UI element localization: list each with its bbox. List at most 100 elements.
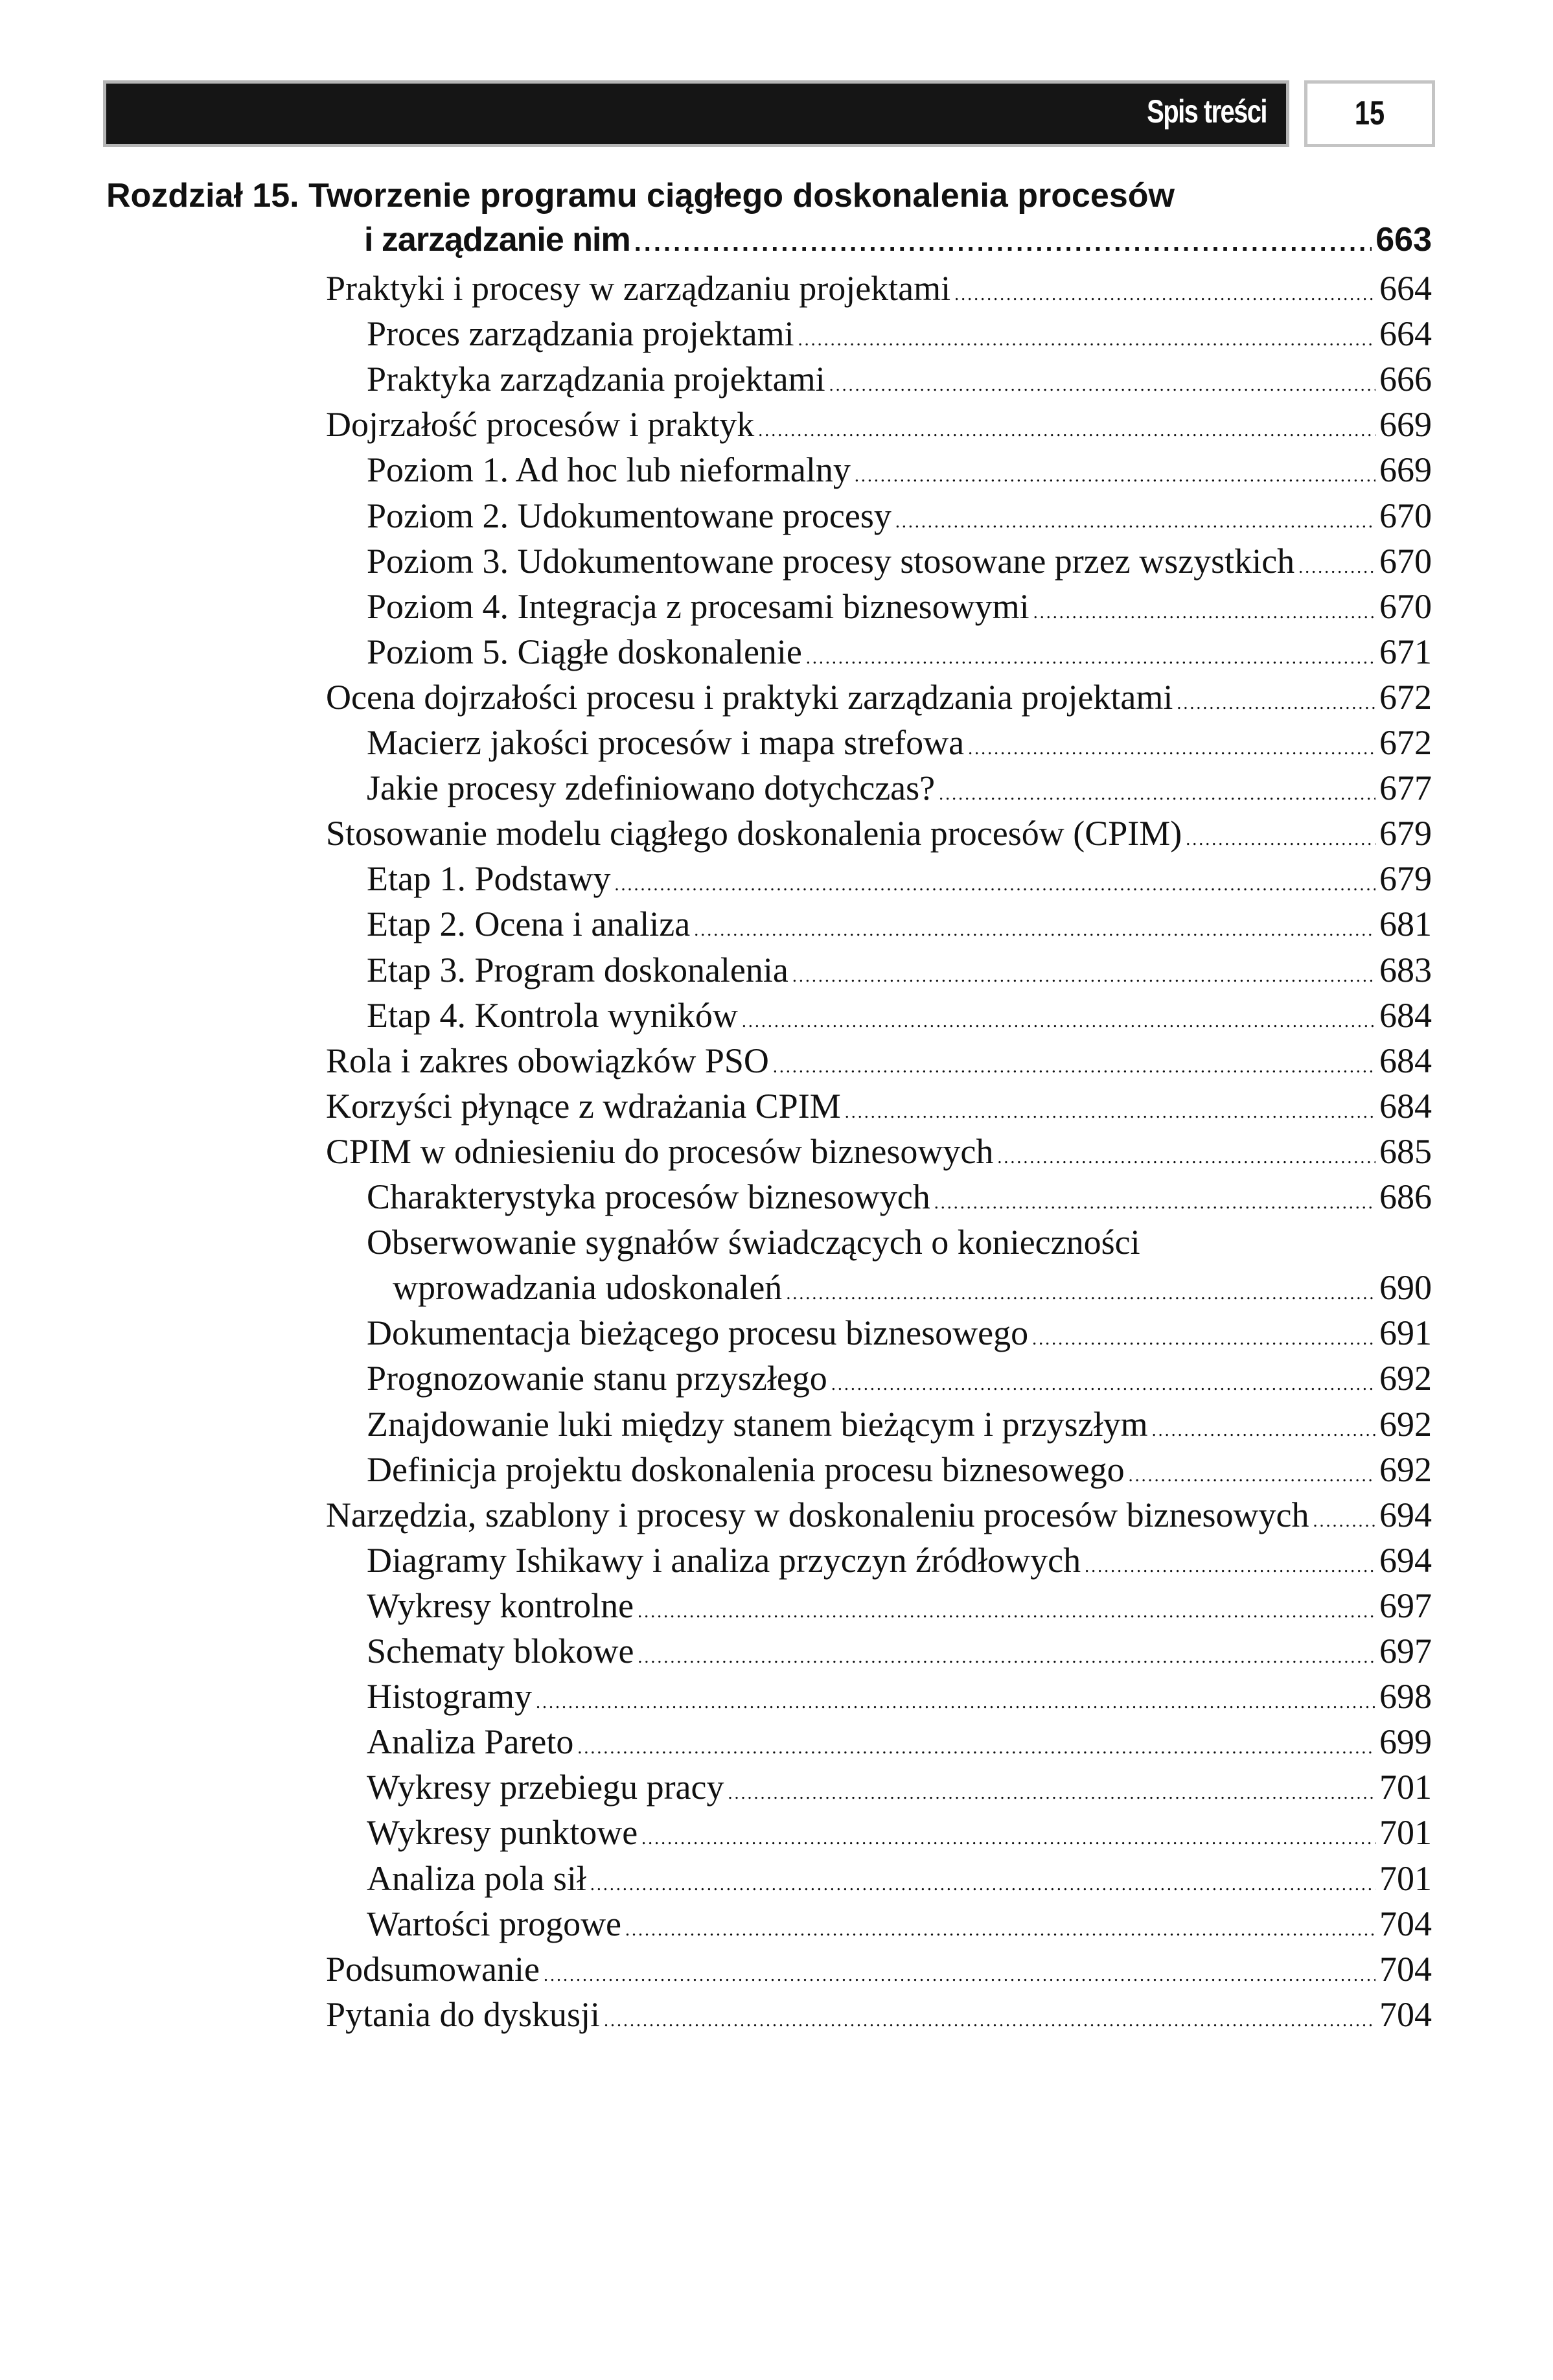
toc-entry[interactable]: Diagramy Ishikawy i analiza przyczyn źró… [367, 1538, 1432, 1583]
toc-entry[interactable]: Jakie procesy zdefiniowano dotychczas? 67… [367, 765, 1432, 811]
toc-entry[interactable]: Wykresy kontrolne 697 [367, 1583, 1432, 1628]
toc-entry[interactable]: Wykresy punktowe 701 [367, 1810, 1432, 1855]
toc-entry[interactable]: Macierz jakości procesów i mapa strefowa… [367, 720, 1432, 765]
toc-entry[interactable]: Dokumentacja bieżącego procesu biznesowe… [367, 1310, 1432, 1356]
toc-entry[interactable]: Histogramy 698 [367, 1674, 1432, 1719]
toc-entry-page: 670 [1379, 496, 1432, 535]
toc-entry[interactable]: Schematy blokowe 697 [367, 1628, 1432, 1674]
toc-entry[interactable]: Prognozowanie stanu przyszłego 692 [367, 1356, 1432, 1401]
toc-entry-title: Praktyka zarządzania projektami [367, 360, 825, 399]
toc-entry[interactable]: Charakterystyka procesów biznesowych 686 [367, 1174, 1432, 1219]
toc-entry-continuation[interactable]: wprowadzania udoskonaleń 690 [393, 1265, 1432, 1310]
toc-entry-page: 669 [1379, 405, 1432, 445]
toc-entry-page: 671 [1379, 632, 1432, 671]
toc-entry[interactable]: Obserwowanie sygnałów świadczących o kon… [367, 1219, 1432, 1265]
toc-entry-page: 697 [1379, 1586, 1432, 1625]
toc-entry-title: Etap 4. Kontrola wyników [367, 995, 738, 1035]
dot-leader [604, 1998, 1375, 2044]
toc-entry-page: 685 [1379, 1131, 1432, 1171]
toc-entry[interactable]: Rola i zakres obowiązków PSO 684 [326, 1038, 1432, 1083]
toc-entry-page: 672 [1379, 677, 1432, 717]
toc-entry[interactable]: Praktyki i procesy w zarządzaniu projekt… [326, 266, 1432, 311]
toc-entry[interactable]: Poziom 1. Ad hoc lub nieformalny 669 [367, 447, 1432, 492]
toc-entry[interactable]: Etap 1. Podstawy 679 [367, 856, 1432, 901]
toc-entry-page: 694 [1379, 1495, 1432, 1534]
toc-entry-page: 699 [1379, 1722, 1432, 1762]
toc-entry-page: 692 [1379, 1359, 1432, 1398]
toc-entry-title: CPIM w odniesieniu do procesów biznesowy… [326, 1131, 994, 1171]
toc-entry[interactable]: Etap 3. Program doskonalenia 683 [367, 947, 1432, 993]
toc-entry-title: Wartości progowe [367, 1904, 622, 1943]
toc-entry[interactable]: Analiza Pareto 699 [367, 1719, 1432, 1764]
toc-entry-title: Macierz jakości procesów i mapa strefowa [367, 723, 965, 762]
toc-entry[interactable]: CPIM w odniesieniu do procesów biznesowy… [326, 1129, 1432, 1174]
toc-entry-page: 690 [1379, 1268, 1432, 1308]
toc-entry-title: Wykresy kontrolne [367, 1586, 634, 1625]
page-number-box: 15 [1307, 84, 1432, 144]
toc-entry-title: Analiza pola sił [367, 1858, 586, 1898]
toc-entry-page: 697 [1379, 1632, 1432, 1670]
toc-entry-page: 701 [1379, 1858, 1432, 1898]
toc-entry[interactable]: Poziom 3. Udokumentowane procesy stosowa… [367, 538, 1432, 584]
toc-entry-page: 692 [1379, 1450, 1432, 1489]
toc-entry-title: Obserwowanie sygnałów świadczących o kon… [367, 1223, 1140, 1262]
toc-entry[interactable]: Znajdowanie luki między stanem bieżącym … [367, 1402, 1432, 1447]
toc-entry-title: Schematy blokowe [367, 1632, 634, 1670]
toc-entry-page: 666 [1379, 360, 1432, 399]
toc-entry[interactable]: Stosowanie modelu ciągłego doskonalenia … [326, 811, 1432, 856]
toc-entry-page: 704 [1379, 1949, 1432, 1989]
toc-entry-page: 686 [1379, 1177, 1432, 1216]
toc-entry-title: Jakie procesy zdefiniowano dotychczas? [367, 768, 936, 808]
toc-entry-page: 684 [1379, 1041, 1432, 1080]
toc-entry[interactable]: Wykresy przebiegu pracy 701 [367, 1764, 1432, 1810]
toc-entry-title: Poziom 5. Ciągłe doskonalenie [367, 632, 802, 671]
toc-entry-title: Ocena dojrzałości procesu i praktyki zar… [326, 677, 1173, 717]
toc-entry-page: 681 [1379, 905, 1432, 944]
toc-entry-title: Poziom 2. Udokumentowane procesy [367, 496, 892, 535]
toc-entry-title: Diagramy Ishikawy i analiza przyczyn źró… [367, 1540, 1081, 1580]
chapter-title-continuation: i zarządzanie nim [364, 221, 631, 259]
toc-entry-title: Prognozowanie stanu przyszłego [367, 1359, 827, 1398]
toc-entry-title: Etap 1. Podstawy [367, 859, 611, 899]
chapter-title-line2: i zarządzanie nim 663 [364, 220, 1432, 259]
toc-entry-title: Praktyki i procesy w zarządzaniu projekt… [326, 269, 951, 308]
toc-entry[interactable]: Podsumowanie 704 [326, 1947, 1432, 1992]
toc-entry-page: 664 [1379, 314, 1432, 354]
toc-entry-title: Pytania do dyskusji [326, 1994, 601, 2034]
toc-entry[interactable]: Korzyści płynące z wdrażania CPIM 684 [326, 1083, 1432, 1129]
toc-entry[interactable]: Pytania do dyskusji 704 [326, 1992, 1432, 2037]
toc-entry-title: Narzędzia, szablony i procesy w doskonal… [326, 1495, 1309, 1534]
toc-entry-title: Podsumowanie [326, 1949, 540, 1989]
toc-entry[interactable]: Definicja projektu doskonalenia procesu … [367, 1447, 1432, 1492]
toc-entry-page: 679 [1379, 859, 1432, 899]
toc-entry[interactable]: Dojrzałość procesów i praktyk 669 [326, 402, 1432, 447]
chapter-title-line1: Rozdział 15. Tworzenie programu ciągłego… [106, 177, 1175, 214]
toc-entry[interactable]: Poziom 5. Ciągłe doskonalenie 671 [367, 629, 1432, 675]
toc-entry[interactable]: Etap 4. Kontrola wyników 684 [367, 993, 1432, 1038]
toc-entry[interactable]: Proces zarządzania projektami 664 [367, 311, 1432, 356]
toc-entry-page: 704 [1379, 1994, 1432, 2034]
toc-entry-page: 694 [1379, 1540, 1432, 1580]
toc-entry-page: 683 [1379, 950, 1432, 989]
toc-entry[interactable]: Etap 2. Ocena i analiza 681 [367, 901, 1432, 947]
toc-entry[interactable]: Ocena dojrzałości procesu i praktyki zar… [326, 675, 1432, 720]
toc-entry[interactable]: Analiza pola sił 701 [367, 1856, 1432, 1901]
toc-entry[interactable]: Poziom 2. Udokumentowane procesy 670 [367, 493, 1432, 538]
toc-entry-title: Poziom 1. Ad hoc lub nieformalny [367, 450, 851, 490]
toc-entry-title: Wykresy punktowe [367, 1813, 638, 1853]
toc-entry-title: Histogramy [367, 1677, 532, 1716]
toc-entry-title: Wykresy przebiegu pracy [367, 1768, 724, 1807]
toc-entry-page: 670 [1379, 541, 1432, 581]
toc-entry-title: Dojrzałość procesów i praktyk [326, 405, 755, 445]
toc-entry[interactable]: Poziom 4. Integracja z procesami bizneso… [367, 584, 1432, 629]
toc-entry-title: Etap 3. Program doskonalenia [367, 950, 788, 989]
toc-entry[interactable]: Narzędzia, szablony i procesy w doskonal… [326, 1492, 1432, 1538]
toc-entry-title: Proces zarządzania projektami [367, 314, 794, 354]
toc-entry-page: 664 [1379, 269, 1432, 308]
toc-entry-title: Rola i zakres obowiązków PSO [326, 1041, 769, 1080]
chapter-page: 663 [1375, 221, 1432, 259]
toc-entry[interactable]: Praktyka zarządzania projektami 666 [367, 356, 1432, 402]
toc-entry-page: 677 [1379, 768, 1432, 808]
toc-entry-page: 698 [1379, 1677, 1432, 1716]
toc-entry[interactable]: Wartości progowe 704 [367, 1901, 1432, 1947]
